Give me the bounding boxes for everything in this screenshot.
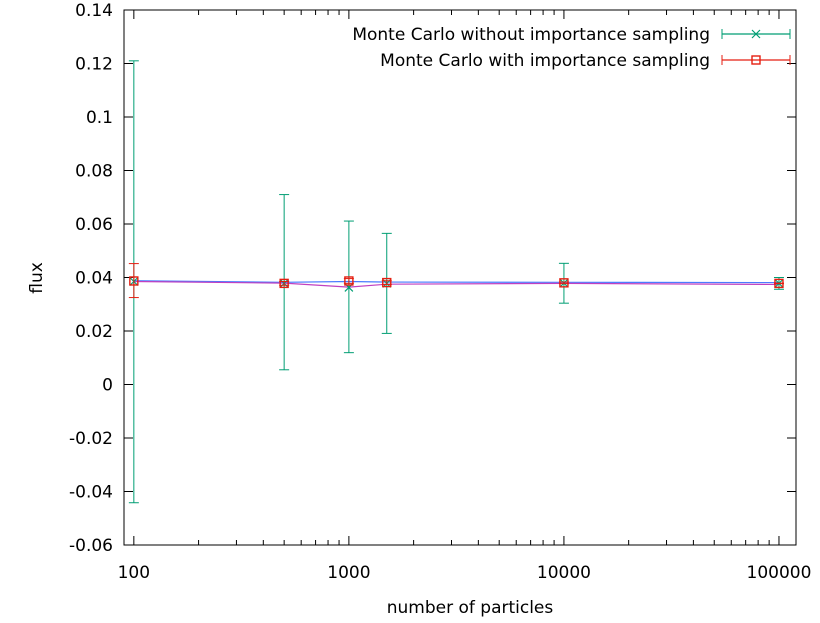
data-point bbox=[129, 276, 139, 286]
y-axis-label: flux bbox=[27, 262, 47, 294]
legend-key-marker bbox=[751, 55, 761, 65]
data-point bbox=[279, 278, 289, 289]
y-tick-label: 0.04 bbox=[75, 269, 113, 289]
y-tick-label: 0.14 bbox=[75, 1, 113, 21]
y-tick-label: 0.1 bbox=[86, 108, 113, 128]
data-point bbox=[382, 277, 392, 288]
data-point bbox=[344, 276, 354, 286]
y-axis-ticks: -0.06 -0.04 -0.02 0 0.02 0.04 0.06 0.08 0.1 0.12 0… bbox=[69, 1, 796, 556]
legend-key-marker bbox=[751, 29, 761, 39]
data-point bbox=[774, 278, 784, 289]
y-tick-label: -0.02 bbox=[69, 429, 113, 449]
y-tick-label: 0.12 bbox=[75, 55, 113, 75]
y-tick-label: 0 bbox=[102, 376, 113, 396]
x-tick-label: 100 bbox=[118, 563, 150, 583]
connecting-lines bbox=[133, 280, 779, 288]
plot-frame-group bbox=[123, 9, 797, 546]
series-line bbox=[133, 280, 779, 288]
x-tick-label: 10000 bbox=[537, 563, 591, 583]
series-group bbox=[128, 263, 784, 299]
y-tick-label: 0.06 bbox=[75, 215, 113, 235]
legend: Monte Carlo without importance sampling M… bbox=[352, 25, 791, 71]
series-layer bbox=[128, 60, 784, 504]
y-tick-label: 0.08 bbox=[75, 162, 113, 182]
x-axis-ticks: 100 1000 10000 100000 bbox=[118, 10, 812, 583]
plot-frame bbox=[123, 9, 797, 546]
y-tick-label: -0.04 bbox=[69, 483, 113, 503]
y-tick-label: -0.06 bbox=[69, 536, 113, 556]
series-line bbox=[133, 280, 779, 284]
x-tick-label: 1000 bbox=[327, 563, 370, 583]
y-tick-label: 0.02 bbox=[75, 322, 113, 342]
legend-label: Monte Carlo with importance sampling bbox=[380, 51, 710, 71]
x-axis-label: number of particles bbox=[387, 598, 554, 618]
legend-label: Monte Carlo without importance sampling bbox=[352, 25, 710, 45]
x-tick-label: 100000 bbox=[747, 563, 812, 583]
data-point bbox=[559, 278, 569, 288]
